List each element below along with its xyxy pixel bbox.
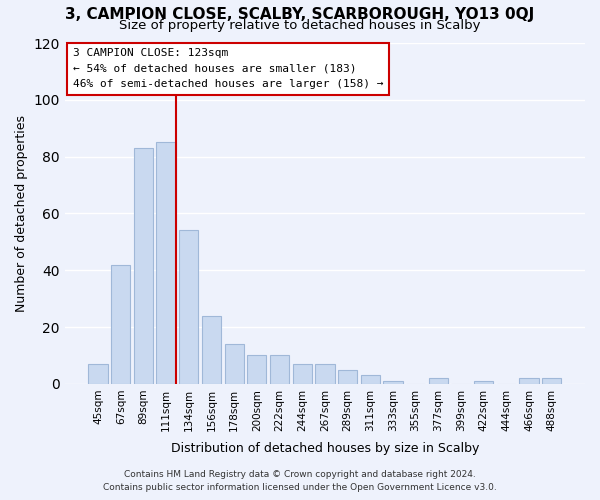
Bar — [247, 356, 266, 384]
Text: Size of property relative to detached houses in Scalby: Size of property relative to detached ho… — [119, 19, 481, 32]
Bar — [202, 316, 221, 384]
Bar — [428, 378, 448, 384]
Bar — [338, 370, 357, 384]
Bar — [361, 376, 380, 384]
Bar — [520, 378, 539, 384]
Bar — [111, 264, 130, 384]
Text: 3, CAMPION CLOSE, SCALBY, SCARBOROUGH, YO13 0QJ: 3, CAMPION CLOSE, SCALBY, SCARBOROUGH, Y… — [65, 8, 535, 22]
Bar — [224, 344, 244, 384]
Bar — [179, 230, 199, 384]
Y-axis label: Number of detached properties: Number of detached properties — [15, 115, 28, 312]
Bar — [157, 142, 176, 384]
Bar — [474, 381, 493, 384]
Bar — [88, 364, 108, 384]
Bar — [542, 378, 562, 384]
Bar — [315, 364, 335, 384]
Bar — [383, 381, 403, 384]
X-axis label: Distribution of detached houses by size in Scalby: Distribution of detached houses by size … — [171, 442, 479, 455]
Text: 3 CAMPION CLOSE: 123sqm
← 54% of detached houses are smaller (183)
46% of semi-d: 3 CAMPION CLOSE: 123sqm ← 54% of detache… — [73, 48, 383, 90]
Text: Contains HM Land Registry data © Crown copyright and database right 2024.
Contai: Contains HM Land Registry data © Crown c… — [103, 470, 497, 492]
Bar — [270, 356, 289, 384]
Bar — [134, 148, 153, 384]
Bar — [293, 364, 312, 384]
